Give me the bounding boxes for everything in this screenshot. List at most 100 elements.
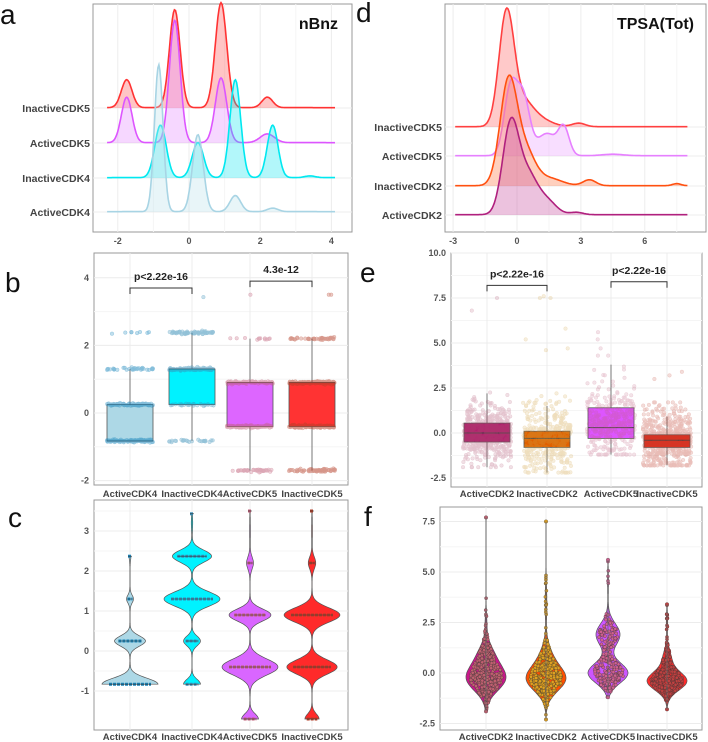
data-point [144,438,149,443]
data-point [614,631,618,636]
data-point [563,446,568,451]
data-point [476,419,481,424]
data-point [503,431,508,436]
data-point [668,692,673,696]
data-point [495,296,500,301]
data-point [490,676,494,681]
data-point [486,419,491,424]
ridge-line-InactiveCDK5 [455,6,688,128]
data-point [541,685,546,690]
data-point [558,681,563,686]
data-point [304,424,309,429]
data-point [112,367,117,372]
data-point [135,403,140,408]
data-point [602,431,607,436]
ridge-line-ActiveCDK5 [107,19,335,144]
data-point [642,463,647,468]
data-point [533,419,538,424]
data-point [526,451,531,456]
data-point [470,428,475,433]
data-point [559,448,564,453]
data-point [592,401,597,406]
data-point [673,413,678,418]
data-point [602,373,607,378]
data-point [642,417,647,422]
data-point [650,425,655,430]
data-point [567,425,572,430]
data-point [562,465,567,470]
x-category-label: InactiveCDK5 [636,732,698,742]
data-point [660,685,664,690]
data-point [629,402,634,407]
data-point [105,439,110,444]
data-point [139,366,144,371]
data-point [508,435,513,440]
data-point [673,444,678,449]
data-point [560,437,565,442]
data-point [290,468,295,473]
data-point [474,684,478,688]
data-point [663,421,668,426]
x-tick-label: 6 [642,236,647,246]
data-point [598,346,603,351]
data-point [260,468,265,473]
y-tick-label: 1 [84,606,89,616]
data-point [137,402,142,407]
y-tick-label: 7.5 [422,517,435,527]
data-point [586,429,591,434]
data-point [479,422,484,427]
x-tick-label: -2 [114,236,122,246]
data-point [288,424,293,429]
data-point [625,408,630,413]
x-category-label: ActiveCDK5 [223,732,278,742]
data-point [660,407,665,412]
data-point [668,435,673,440]
data-point [599,432,604,437]
data-point [546,692,550,696]
data-point [652,459,657,464]
data-point [548,296,553,301]
data-point [618,665,623,669]
data-point [542,679,546,683]
data-point [474,673,479,677]
data-point [661,658,665,662]
data-point [549,654,553,658]
data-point [666,444,671,449]
data-point [604,617,608,622]
data-point [508,426,513,431]
data-point [470,415,475,420]
data-point [508,438,513,443]
data-point [468,678,473,682]
data-point [593,413,598,418]
data-point [646,412,651,417]
ridge-fill-ActiveCDK5 [107,20,335,143]
data-point [147,403,152,408]
y-tick-label: -1 [81,686,89,696]
data-point [470,397,475,402]
data-point [628,407,633,412]
data-point [596,330,601,335]
data-point [331,425,336,430]
data-point [480,656,484,661]
data-point [620,427,625,432]
data-point [180,367,185,372]
data-point [230,468,235,473]
data-point [644,423,649,428]
data-point [590,392,595,397]
data-point [549,661,553,665]
data-point [614,452,619,457]
data-point [470,670,475,675]
data-point [657,403,662,408]
data-point [265,424,270,429]
data-point [625,442,630,447]
data-point [617,447,622,452]
y-tick-label: 2.5 [433,383,446,393]
panel-f: f -2.5 0.0 2.5 5.0 7.5 ActiveCDK2 InactiveCDK2 A… [364,501,703,742]
data-point [607,661,612,665]
data-point [599,683,603,687]
data-point [662,412,667,417]
data-point [203,403,208,408]
data-point [189,439,194,444]
data-point [589,398,594,403]
data-point [508,449,513,454]
